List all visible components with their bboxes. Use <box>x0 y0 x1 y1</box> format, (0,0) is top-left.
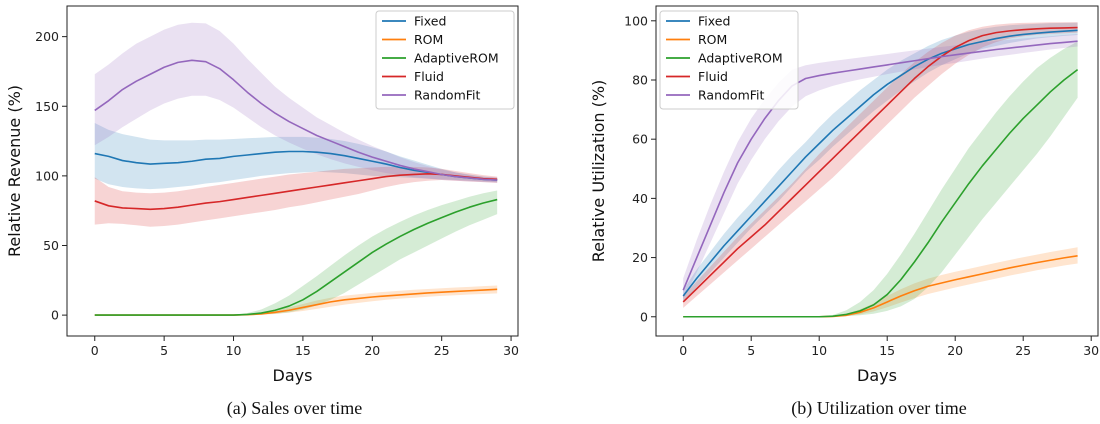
plot-frame <box>66 5 519 337</box>
y-tick-label: 40 <box>632 191 648 206</box>
y-tick-label: 50 <box>43 238 59 253</box>
x-tick-label: 5 <box>160 343 168 358</box>
y-tick-label: 80 <box>632 72 648 87</box>
y-tick-label: 100 <box>35 168 59 183</box>
series-line-randomfit <box>94 59 498 181</box>
y-tick-label: 20 <box>632 250 648 265</box>
series-line-adaptiverom <box>683 68 1079 318</box>
legend-box <box>659 10 799 110</box>
x-tick-label: 20 <box>947 343 963 358</box>
y-tick-label: 0 <box>51 308 59 323</box>
x-tick-label: 15 <box>295 343 311 358</box>
legend-entry-randomfit: RandomFit <box>698 88 765 103</box>
band-adaptiverom <box>94 190 498 316</box>
x-tick-label: 10 <box>811 343 827 358</box>
x-axis-label: Days <box>273 366 313 385</box>
y-tick-label: 200 <box>35 29 59 44</box>
x-tick-label: 25 <box>434 343 450 358</box>
series-line-adaptiverom <box>94 198 498 316</box>
legend-entry-fluid: Fluid <box>698 69 728 84</box>
band-randomfit <box>94 22 498 183</box>
x-tick-label: 20 <box>364 343 380 358</box>
legend: Fixed ROM AdaptiveROM Fluid RandomFit <box>375 10 515 110</box>
sales-over-time-panel: 0 5 10 15 20 25 30 0 50 100 150 200 Days Relative Rev… <box>5 5 519 419</box>
legend-entry-rom: ROM <box>698 32 727 47</box>
y-tick-label: 100 <box>624 13 648 28</box>
x-tick-label: 30 <box>503 343 519 358</box>
x-tick-label: 0 <box>91 343 99 358</box>
legend-entry-randomfit: RandomFit <box>414 88 481 103</box>
x-tick-label: 0 <box>679 343 687 358</box>
series-line-fluid <box>94 172 498 211</box>
band-rom <box>94 285 498 316</box>
y-axis-label: Relative Utilization (%) <box>589 80 608 263</box>
x-tick-label: 30 <box>1083 343 1099 358</box>
band-fluid <box>94 166 498 227</box>
y-tick-label: 0 <box>640 309 648 324</box>
band-fixed <box>683 22 1078 302</box>
x-tick-label: 15 <box>879 343 895 358</box>
legend-entry-fixed: Fixed <box>414 14 446 29</box>
y-tick-label: 150 <box>35 99 59 114</box>
series-line-fluid <box>682 26 1078 303</box>
legend-entry-fixed: Fixed <box>698 14 730 29</box>
band-fixed <box>94 122 498 190</box>
legend-entry-adaptiverom: AdaptiveROM <box>698 51 783 66</box>
panel-caption: (a) Sales over time <box>227 398 362 419</box>
series-line-randomfit <box>682 40 1078 291</box>
legend-entry-rom: ROM <box>414 32 443 47</box>
band-rom <box>683 247 1078 317</box>
band-adaptiverom <box>683 41 1078 317</box>
x-tick-label: 5 <box>747 343 755 358</box>
plot-frame <box>655 5 1099 337</box>
y-tick-label: 60 <box>632 132 648 147</box>
panel-caption: (b) Utilization over time <box>791 398 966 419</box>
utilization-over-time-panel: 0 5 10 15 20 25 30 0 20 40 60 80 100 Days Relative Uti… <box>589 5 1099 419</box>
x-tick-label: 25 <box>1015 343 1031 358</box>
legend: Fixed ROM AdaptiveROM Fluid RandomFit <box>659 10 799 110</box>
legend-entry-fluid: Fluid <box>414 69 444 84</box>
y-axis-label: Relative Revenue (%) <box>5 85 24 257</box>
series-line-fixed <box>682 29 1078 297</box>
x-tick-label: 10 <box>226 343 242 358</box>
x-axis-label: Days <box>857 366 897 385</box>
legend-entry-adaptiverom: AdaptiveROM <box>414 51 499 66</box>
legend-box <box>375 10 515 110</box>
